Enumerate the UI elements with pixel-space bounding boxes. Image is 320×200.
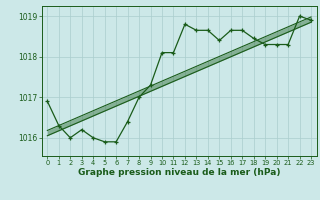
- X-axis label: Graphe pression niveau de la mer (hPa): Graphe pression niveau de la mer (hPa): [78, 168, 280, 177]
